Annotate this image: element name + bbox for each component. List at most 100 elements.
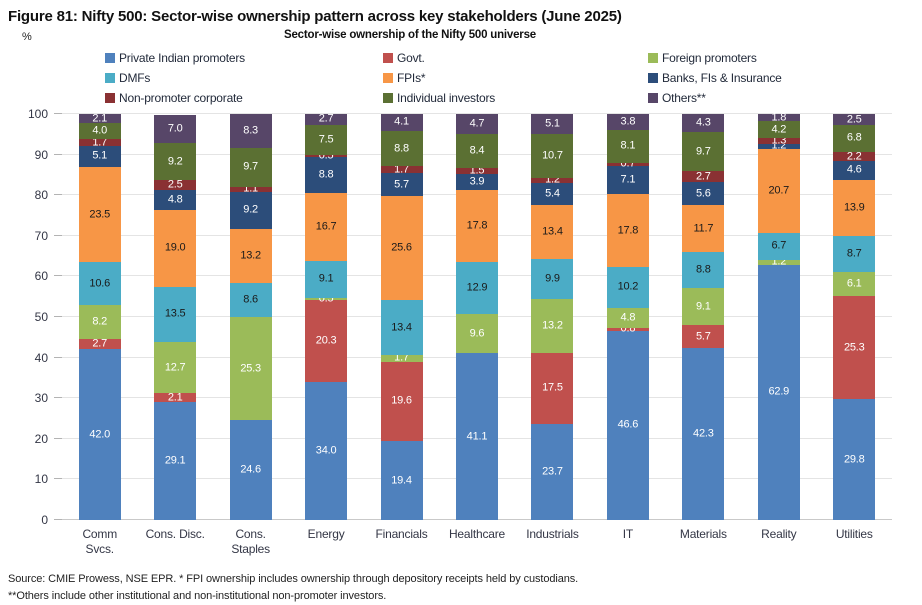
- data-label: 8.2: [92, 315, 108, 328]
- segment-fpis: 13.2: [229, 228, 272, 283]
- stacked-bar-industrials: 23.7 17.5 13.2 9.9 13.4 5.4 1.2 10.7 5.1: [531, 113, 574, 520]
- legend-label: Non-promoter corporate: [119, 91, 243, 105]
- data-label: 8.1: [620, 139, 636, 152]
- legend-label: Individual investors: [397, 91, 496, 105]
- legend-item-individual-investors: Individual investors: [383, 91, 648, 105]
- legend-label: DMFs: [119, 71, 151, 85]
- legend-swatch-icon: [105, 93, 115, 103]
- footnotes: Source: CMIE Prowess, NSE EPR. * FPI own…: [8, 571, 922, 605]
- segment-others: 8.3: [229, 114, 272, 148]
- data-label: 3.9: [469, 175, 485, 188]
- legend-label: FPIs*: [397, 71, 426, 85]
- category-label-materials: Materials: [679, 527, 727, 541]
- data-label: 10.7: [542, 149, 563, 162]
- segment-foreign-promoters: 13.2: [531, 299, 574, 353]
- legend-item-non-promoter-corporate: Non-promoter corporate: [105, 91, 383, 105]
- segment-non-promoter-corporate: 1.5: [455, 164, 498, 177]
- data-label: 1.3: [771, 134, 787, 147]
- stacked-bar-comm-svcs: 42.0 2.7 8.2 10.6 23.5 5.1 1.7 4.0 2.1: [78, 112, 121, 520]
- footnote-others: **Others include other institutional and…: [8, 590, 387, 603]
- data-label: 25.3: [843, 341, 865, 354]
- segment-banks-fis-insurance: 5.4: [531, 182, 574, 205]
- legend-item-banks-fis-insurance: Banks, FIs & Insurance: [648, 71, 922, 85]
- data-label: 1.2: [771, 255, 787, 268]
- segment-fpis: 17.8: [606, 194, 649, 267]
- data-label: 5.7: [695, 330, 711, 343]
- data-label: 13.4: [542, 225, 563, 238]
- segment-govt: 17.5: [531, 352, 574, 424]
- segment-banks-fis-insurance: 9.2: [229, 191, 272, 229]
- stacked-bar-it: 46.6 0.8 4.8 10.2 17.8 7.1 0.7 8.1 3.8: [606, 114, 649, 520]
- data-label: 1.5: [469, 164, 485, 177]
- stacked-bar-energy: 34.0 20.3 0.5 9.1 16.7 8.8 0.5 7.5 2.7: [305, 113, 348, 520]
- legend-swatch-icon: [383, 73, 393, 83]
- segment-dmfs: 13.4: [380, 300, 423, 355]
- data-label: 8.8: [318, 168, 334, 181]
- data-label: 12.9: [466, 281, 488, 294]
- data-label: 4.1: [394, 115, 409, 128]
- stacked-bar-financials: 19.4 19.6 1.7 13.4 25.6 5.7 1.7 8.8 4.1: [380, 114, 423, 520]
- category-label-cons-staples: Cons. Staples: [231, 527, 270, 556]
- segment-foreign-promoters: 9.1: [682, 288, 725, 326]
- legend-swatch-icon: [383, 53, 393, 63]
- data-label: 41.1: [466, 430, 488, 443]
- chart-subtitle: Sector-wise ownership of the Nifty 500 u…: [284, 29, 536, 41]
- segment-govt: 20.3: [305, 299, 348, 382]
- data-label: 12.7: [164, 361, 186, 374]
- segment-govt: 2.7: [78, 338, 121, 350]
- data-label: 62.9: [768, 385, 790, 398]
- category-label-it: IT: [622, 527, 634, 541]
- segment-dmfs: 13.5: [154, 287, 197, 342]
- legend-item-others: Others**: [648, 91, 922, 105]
- segment-private-indian-promoters: 24.6: [229, 420, 272, 520]
- data-label: 4.0: [92, 124, 108, 137]
- data-label: 13.2: [542, 319, 563, 332]
- y-tick-mark: [54, 275, 62, 277]
- data-label: 0.8: [620, 322, 636, 335]
- legend-swatch-icon: [105, 73, 115, 83]
- segment-private-indian-promoters: 29.1: [154, 401, 197, 520]
- data-label: 1.7: [92, 136, 108, 149]
- segment-banks-fis-insurance: 8.8: [305, 157, 348, 193]
- data-label: 0.5: [318, 149, 334, 162]
- segment-dmfs: 10.2: [606, 266, 649, 309]
- segment-govt: 5.7: [682, 325, 725, 349]
- data-label: 42.0: [89, 428, 111, 441]
- data-label: 2.2: [846, 150, 862, 163]
- y-tick-mark: [54, 234, 62, 236]
- y-tick-label: 60: [34, 269, 48, 284]
- legend-label: Banks, FIs & Insurance: [662, 71, 782, 85]
- segment-dmfs: 9.1: [305, 260, 348, 298]
- segment-foreign-promoters: 0.5: [305, 293, 348, 304]
- bar-column-materials: 42.3 5.7 9.1 8.8 11.7 5.6 2.7 9.7 4.3: [666, 114, 741, 520]
- category-label-energy: Energy: [307, 527, 345, 541]
- legend-item-govt: Govt.: [383, 51, 648, 65]
- stacked-bar-cons-staples: 24.6 25.3 8.6 13.2 9.2 1.1 9.7 8.3: [229, 114, 272, 520]
- segment-individual-investors: 9.7: [229, 147, 272, 188]
- segment-non-promoter-corporate: 1.7: [380, 164, 423, 175]
- segment-non-promoter-corporate: 2.5: [154, 179, 197, 191]
- segment-dmfs: 6.7: [757, 232, 800, 260]
- data-label: 17.5: [542, 381, 563, 394]
- y-tick-label: 0: [41, 513, 48, 527]
- segment-private-indian-promoters: 41.1: [455, 353, 498, 520]
- data-label: 2.1: [92, 112, 108, 125]
- segment-private-indian-promoters: 62.9: [757, 264, 800, 520]
- bar-column-healthcare: 41.1 9.6 12.9 17.8 3.9 1.5 8.4 4.7: [439, 114, 514, 520]
- data-label: 9.9: [545, 272, 560, 285]
- data-label: 4.8: [167, 193, 183, 206]
- data-label: 5.1: [92, 149, 108, 162]
- legend-swatch-icon: [648, 53, 658, 63]
- data-label: 13.9: [843, 201, 865, 214]
- data-label: 25.3: [240, 362, 261, 375]
- legend: Private Indian promoters Govt. Foreign pro…: [0, 51, 922, 105]
- data-label: 19.4: [391, 474, 412, 487]
- segment-private-indian-promoters: 42.3: [682, 348, 725, 520]
- data-label: 2.1: [167, 391, 183, 404]
- segment-private-indian-promoters: 29.8: [833, 399, 876, 520]
- segment-dmfs: 10.6: [78, 262, 121, 306]
- legend-item-dmfs: DMFs: [105, 71, 383, 85]
- y-tick-label: 80: [34, 188, 48, 203]
- data-label: 13.4: [391, 321, 412, 334]
